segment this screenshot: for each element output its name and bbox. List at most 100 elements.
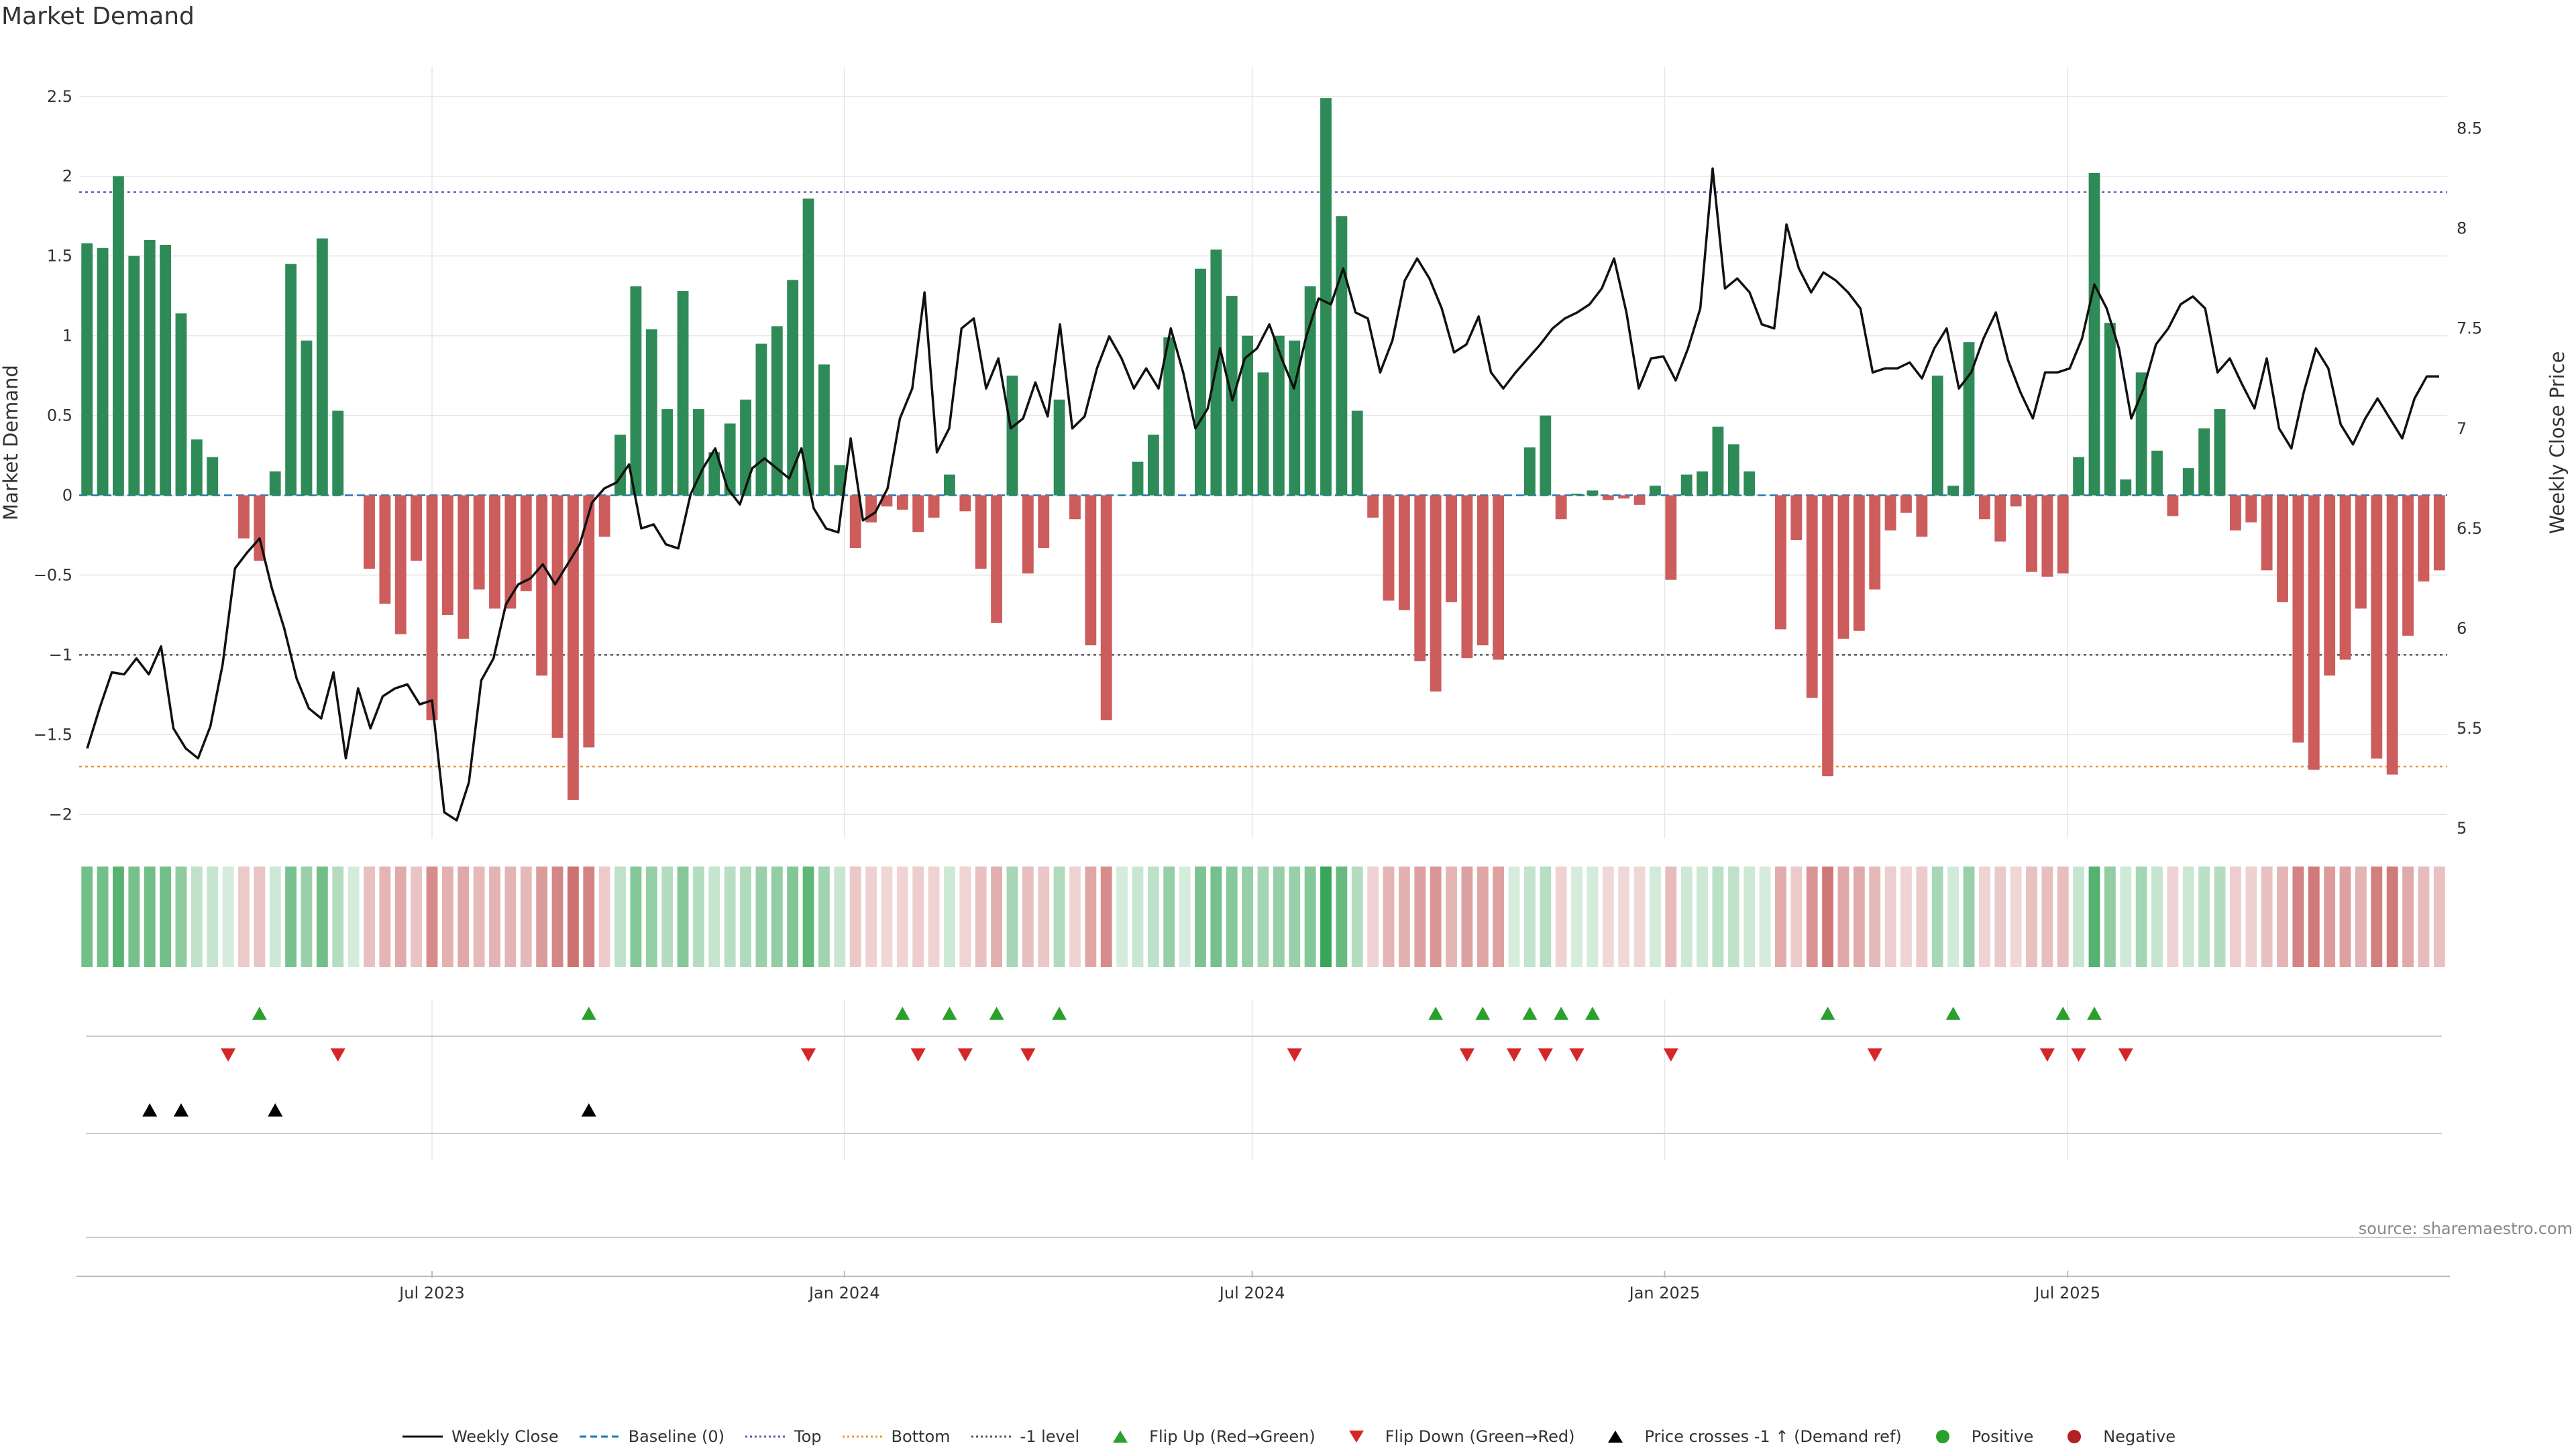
demand-bar	[881, 495, 893, 507]
strength-cell	[2167, 867, 2179, 967]
demand-bar	[473, 495, 485, 590]
demand-bar	[1195, 268, 1206, 496]
demand-bar	[191, 439, 203, 496]
strength-cell	[2104, 867, 2116, 967]
demand-bar	[1304, 286, 1316, 496]
strength-cell	[1837, 867, 1849, 967]
strength-cell	[269, 867, 281, 967]
demand-bar	[1398, 495, 1410, 610]
flip-down-marker	[1538, 1048, 1553, 1062]
market-demand-chart: 2.5 2 1.5 1 0.5 0 −0.5 −1 −1.5 −2 8.5 8 7.5 7 6.5 6 5.5 5…	[0, 67, 2569, 1302]
demand-bar	[1477, 495, 1489, 646]
demand-bar	[1147, 435, 1159, 496]
strength-cell	[347, 867, 360, 967]
demand-bar	[1461, 495, 1473, 659]
strength-cell	[1100, 867, 1112, 967]
legend-symbol-icon	[578, 1429, 622, 1445]
strength-cell	[2182, 867, 2194, 967]
strength-cell	[1822, 867, 1834, 967]
flip-down-marker	[801, 1048, 816, 1062]
strength-cell	[724, 867, 736, 967]
y-tick-label: −1.5	[34, 725, 72, 744]
demand-bar	[1837, 495, 1849, 639]
legend-item: Negative	[2052, 1427, 2176, 1446]
demand-bar	[2026, 495, 2037, 572]
strength-cell	[113, 867, 124, 967]
demand-bar	[504, 495, 517, 609]
strength-cell	[1806, 867, 1818, 967]
strength-cell	[1446, 867, 1457, 967]
demand-bar	[1085, 495, 1097, 646]
strength-cell	[1524, 867, 1536, 967]
strength-cell	[1163, 867, 1175, 967]
demand-bar	[175, 313, 187, 496]
demand-bar	[1493, 495, 1505, 660]
strength-cell	[458, 867, 470, 967]
strength-cell	[1555, 867, 1567, 967]
strength-cell	[426, 867, 438, 967]
strength-cell	[2026, 867, 2037, 967]
strength-cell	[1320, 867, 1332, 967]
axes: 2.5 2 1.5 1 0.5 0 −0.5 −1 −1.5 −2 8.5 8 7.5 7 6.5 6 5.5 5…	[34, 87, 2482, 1302]
strength-cell	[1022, 867, 1034, 967]
demand-bar	[1618, 495, 1630, 499]
y2-tick-label: 5	[2457, 819, 2467, 838]
strength-cell	[191, 867, 203, 967]
weekly-close-line	[86, 167, 2439, 822]
strength-cell	[1242, 867, 1254, 967]
strength-cell	[1618, 867, 1630, 967]
strength-cell	[2041, 867, 2053, 967]
strength-cell	[301, 867, 313, 967]
demand-bar	[1680, 474, 1693, 496]
legend-item: Flip Up (Red→Green)	[1098, 1427, 1316, 1446]
demand-bar	[1414, 495, 1426, 661]
y-tick-label: −1	[49, 645, 72, 664]
demand-bar	[2182, 468, 2194, 496]
demand-bar	[567, 495, 579, 800]
demand-bar	[1869, 495, 1881, 590]
legend-symbol-icon	[2052, 1429, 2096, 1445]
strength-cell	[504, 867, 517, 967]
demand-bar	[394, 495, 407, 634]
strength-cell	[1257, 867, 1269, 967]
x-tick-label: Jul 2025	[2033, 1284, 2100, 1302]
demand-bar	[1571, 494, 1582, 496]
strength-cell	[285, 867, 297, 967]
demand-bar	[975, 495, 987, 569]
strength-cell	[1414, 867, 1426, 967]
strength-cell	[1367, 867, 1379, 967]
demand-bar	[1978, 495, 1990, 520]
strength-cell	[2245, 867, 2257, 967]
strength-cell	[1069, 867, 1081, 967]
demand-bar	[630, 286, 642, 496]
strength-cell	[1053, 867, 1065, 967]
demand-bar	[2151, 450, 2163, 496]
demand-bar	[1446, 495, 1457, 602]
strength-cell	[818, 867, 830, 967]
strength-cell	[520, 867, 532, 967]
demand-bar	[458, 495, 470, 639]
flip-up-marker	[942, 1007, 957, 1020]
strength-cell	[97, 867, 109, 967]
flip-down-marker	[221, 1048, 236, 1062]
flip-up-marker	[1820, 1007, 1835, 1020]
demand-bars	[81, 98, 2445, 800]
demand-bar	[2292, 495, 2304, 743]
strength-cell	[2402, 867, 2414, 967]
legend-symbol-icon	[1593, 1429, 1638, 1445]
demand-bar	[489, 495, 500, 609]
flip-up-marker	[252, 1007, 267, 1020]
strength-cell	[1226, 867, 1238, 967]
demand-bar	[959, 495, 971, 512]
demand-bar	[332, 410, 344, 496]
strength-cell	[2198, 867, 2210, 967]
demand-bar	[1540, 415, 1552, 496]
legend-label: Top	[794, 1427, 822, 1446]
flip-down-marker	[2118, 1048, 2133, 1062]
demand-bar	[2277, 495, 2288, 602]
flip-up-marker	[989, 1007, 1004, 1020]
weekly-close-line	[86, 167, 2439, 822]
legend-symbol-icon	[841, 1429, 885, 1445]
demand-bar	[2073, 457, 2085, 496]
legend-symbol-icon	[1098, 1429, 1142, 1445]
